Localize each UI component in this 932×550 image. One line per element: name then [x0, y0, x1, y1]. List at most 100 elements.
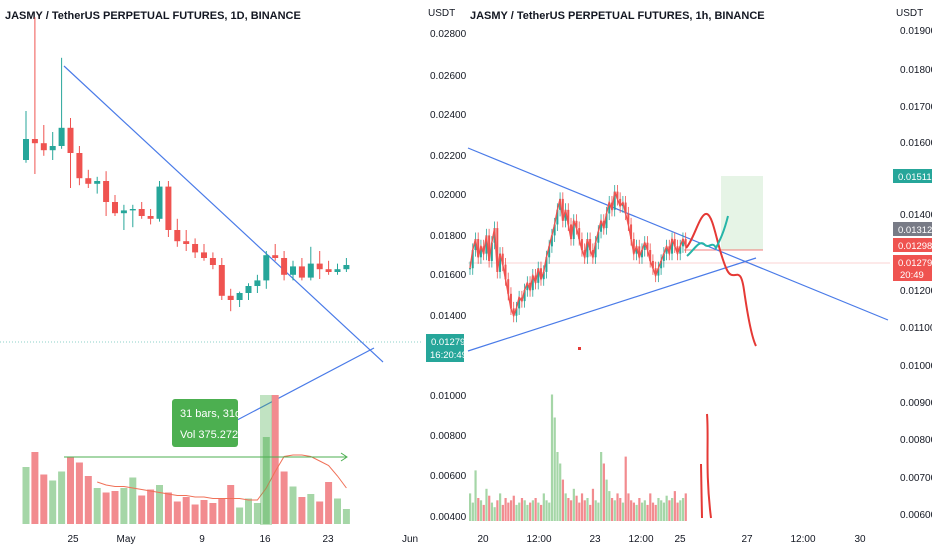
right-volume-bar [594, 500, 597, 521]
left-measure-arrow-head [340, 452, 348, 462]
right-volume-marker-1 [700, 463, 703, 519]
left-volume-bar [262, 437, 270, 524]
right-volume-bar [523, 500, 526, 521]
right-candle-body [501, 253, 504, 265]
left-candle-body [298, 266, 305, 278]
left-candle-body [112, 202, 118, 214]
right-target-zone[interactable] [721, 176, 763, 250]
right-candle-body [479, 246, 482, 258]
left-y-tick-label: 0.02000 [430, 190, 467, 201]
right-y-tick-label: 0.00600 [900, 510, 932, 521]
left-candle-body [129, 209, 136, 211]
right-candle-body [561, 198, 564, 221]
right-price-tag-value: 0.01298 [898, 241, 932, 252]
right-volume-bar [602, 463, 605, 521]
right-price-tag [893, 255, 932, 281]
right-candle-body [570, 224, 573, 240]
left-volume-bar [271, 395, 279, 524]
left-y-tick-label: 0.01400 [430, 311, 467, 322]
right-candle-body [539, 268, 542, 280]
right-volume-bar [621, 502, 625, 521]
left-candle-body [31, 139, 38, 144]
right-candle-body [499, 253, 502, 272]
right-candle-body [578, 228, 581, 240]
left-candle-body [40, 143, 47, 151]
right-volume-bar [668, 500, 671, 521]
right-volume-bar [673, 491, 676, 521]
left-candle-body [147, 216, 154, 219]
left-volume-bar [298, 497, 306, 524]
right-price-tag-countdown: 20:49 [900, 270, 924, 281]
left-countdown-tag: 16:20:49 [430, 350, 467, 361]
left-candle-body [218, 265, 225, 296]
left-candle-body [183, 241, 190, 244]
left-x-tick-label: 23 [322, 534, 334, 545]
left-candle-body [209, 258, 216, 265]
right-volume-bar [649, 493, 652, 521]
right-candle-body [556, 209, 559, 225]
left-volume-bar [84, 476, 92, 524]
right-currency-label: USDT [896, 8, 923, 19]
right-volume-bar [679, 500, 682, 521]
right-candle-body [671, 239, 674, 254]
right-volume-bar [477, 498, 480, 521]
right-volume-bar [482, 504, 485, 521]
right-dot-marker [578, 347, 581, 350]
left-price-tag-value: 0.01279 [431, 337, 465, 348]
right-volume-bar [671, 498, 674, 521]
left-candle-body [307, 263, 314, 278]
right-volume-bar [619, 498, 622, 521]
left-volume-bar [209, 503, 217, 524]
right-volume-bars [469, 394, 687, 521]
left-x-tick-label: 9 [199, 534, 205, 545]
right-volume-bar [539, 504, 543, 521]
right-price-tag [893, 238, 932, 252]
left-lower-trendline[interactable] [221, 347, 375, 429]
right-candle-body [542, 271, 545, 280]
right-volume-bar [537, 502, 540, 521]
right-candle-body [548, 246, 551, 258]
left-candle-body [94, 181, 101, 184]
right-candle-body [531, 275, 534, 291]
right-candles [469, 185, 687, 323]
right-x-tick-label: 25 [674, 534, 686, 545]
right-projection-teal[interactable] [686, 215, 729, 257]
left-volume-bar [316, 501, 324, 524]
left-y-tick-label: 0.01800 [430, 231, 467, 242]
right-candle-body [676, 246, 679, 254]
left-measure-range-highlight [260, 395, 272, 525]
left-candle-body [316, 263, 323, 270]
right-y-tick-label: 0.01000 [900, 361, 932, 372]
left-volume-bar [218, 498, 226, 524]
right-projection-red[interactable] [685, 213, 757, 347]
right-volume-bar [575, 495, 578, 521]
right-candle-body [681, 239, 684, 247]
right-y-tick-label: 0.00800 [900, 435, 932, 446]
right-volume-bar [548, 502, 551, 521]
right-y-tick-label: 0.01800 [900, 65, 932, 76]
right-volume-bar [627, 493, 630, 521]
right-lower-trendline[interactable] [467, 257, 757, 352]
right-volume-bar [632, 502, 635, 521]
left-upper-trendline[interactable] [63, 65, 384, 363]
left-candles [23, 17, 350, 312]
right-candle-body [550, 235, 553, 247]
right-candle-body [488, 235, 491, 261]
right-upper-trendline[interactable] [467, 147, 889, 321]
left-candle-body [334, 269, 341, 272]
measure-line1: 31 bars, 31d [180, 408, 241, 420]
left-candle-body [58, 127, 65, 146]
left-x-tick-label: May [117, 534, 136, 545]
left-y-tick-label: 0.02200 [430, 151, 467, 162]
right-volume-bar [610, 498, 614, 521]
right-candle-body [496, 228, 499, 272]
left-volume-bar [156, 485, 163, 524]
left-volume-bar [164, 492, 172, 524]
left-volume-bar [289, 486, 297, 524]
right-candle-body [507, 279, 510, 294]
